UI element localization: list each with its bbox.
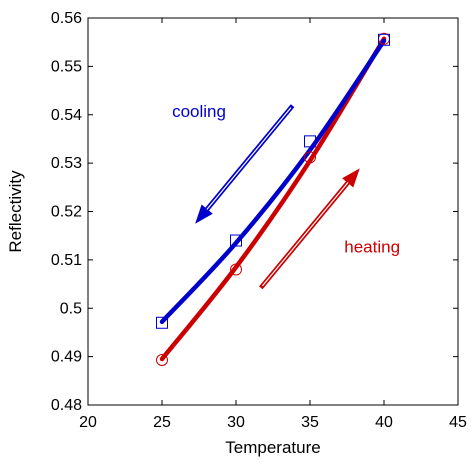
cooling-data-point bbox=[304, 135, 316, 148]
x-axis-label: Temperature bbox=[225, 438, 320, 457]
cooling-data-point bbox=[156, 316, 168, 329]
cooling-annotation-label: cooling bbox=[172, 102, 226, 121]
x-tick-label: 35 bbox=[301, 414, 319, 431]
y-tick-label: 0.54 bbox=[51, 107, 82, 124]
x-tick-label: 40 bbox=[375, 414, 393, 431]
cooling-data-point bbox=[230, 234, 242, 247]
y-tick-label: 0.51 bbox=[51, 252, 82, 269]
heating-data-point bbox=[304, 151, 316, 164]
x-tick-label: 30 bbox=[227, 414, 245, 431]
y-tick-label: 0.49 bbox=[51, 349, 82, 366]
heating-annotation-label: heating bbox=[344, 238, 400, 257]
x-tick-label: 45 bbox=[449, 414, 467, 431]
heating-annotation-arrow-inner bbox=[261, 182, 349, 287]
y-tick-label: 0.48 bbox=[51, 397, 82, 414]
heating-data-point bbox=[156, 354, 168, 367]
y-tick-label: 0.5 bbox=[60, 300, 82, 317]
y-tick-label: 0.53 bbox=[51, 155, 82, 172]
cooling-data-point bbox=[378, 33, 390, 46]
x-tick-label: 20 bbox=[79, 414, 97, 431]
cooling-series-line bbox=[159, 38, 387, 325]
cooling-annotation-arrow-inner bbox=[206, 107, 292, 210]
y-tick-label: 0.56 bbox=[51, 10, 82, 27]
heating-data-point bbox=[230, 263, 242, 276]
y-axis-label: Reflectivity bbox=[6, 170, 25, 253]
y-tick-label: 0.52 bbox=[51, 204, 82, 221]
x-tick-label: 25 bbox=[153, 414, 171, 431]
axis-ticks: 20 25 30 35 40 45 0.48 0.49 0.5 0.51 0.52 0.53 0.54 0… bbox=[51, 10, 467, 431]
y-tick-label: 0.55 bbox=[51, 58, 82, 75]
